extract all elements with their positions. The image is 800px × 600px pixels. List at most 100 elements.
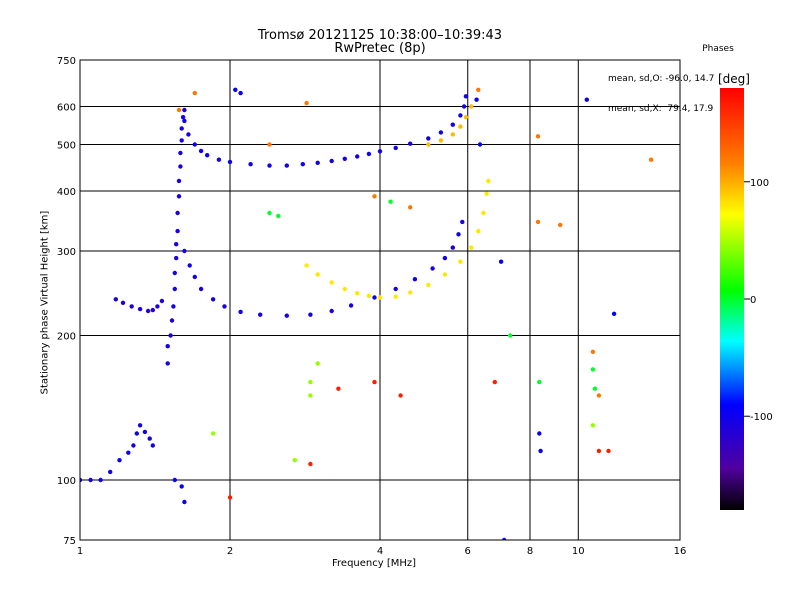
data-point [137,306,143,312]
data-point [469,104,474,109]
data-point [267,210,272,216]
data-point [426,136,431,141]
data-point [129,304,134,309]
data-point [172,286,177,292]
chart-title: Tromsø 20121125 10:38:00–10:39:43 [257,28,503,43]
phases-legend: Phases mean, sd,O: -96.0, 14.7 mean, sd,… [608,24,798,124]
data-point [606,448,611,454]
data-point [315,361,320,366]
data-point [458,124,463,129]
data-point [458,113,463,118]
data-point [476,87,481,93]
data-point [426,142,431,147]
data-point [284,163,289,168]
data-point [596,448,602,454]
data-point [300,162,305,167]
data-point [342,156,347,161]
data-point [126,450,131,455]
data-point [150,307,155,313]
data-point [174,255,179,261]
data-point [227,495,233,500]
data-point [210,297,216,302]
x-tick-label: 10 [572,546,585,557]
data-point [502,537,507,540]
data-point [178,150,183,156]
data-point [88,477,93,483]
data-points [80,87,654,540]
chart-subtitle: RwPretec (8p) [334,41,426,56]
data-point [438,138,444,143]
data-point [408,141,413,146]
colorbar-tick-label: 100 [750,178,769,189]
data-point [484,191,489,196]
y-tick-label: 200 [57,332,76,343]
data-point [308,379,313,385]
data-point [210,431,216,436]
data-point [329,158,334,164]
data-point [117,458,122,463]
data-point [182,248,187,254]
data-point [393,145,398,151]
data-point [155,304,160,309]
data-point [408,290,413,295]
data-point [481,210,486,216]
data-point [469,245,474,250]
data-point [398,393,403,398]
data-point [474,97,479,102]
data-point [182,499,187,505]
phases-o-mode: mean, sd,O: -96.0, 14.7 [608,74,715,84]
x-tick-label: 1 [77,546,83,557]
data-point [611,311,617,316]
data-point [187,263,192,268]
data-point [192,274,197,280]
data-point [113,297,119,302]
data-point [168,333,173,338]
data-point [131,443,136,448]
data-point [461,104,467,109]
data-point [558,222,563,228]
data-point [476,228,481,234]
data-point [535,219,541,225]
data-point [590,423,596,428]
data-point [198,148,204,154]
data-point [537,431,542,436]
data-point [377,295,383,300]
data-point [329,280,334,285]
y-tick-label: 750 [57,56,76,67]
data-point [308,461,313,467]
data-point [165,344,170,349]
data-point [366,151,372,157]
data-point [192,142,197,147]
data-point [174,242,179,247]
data-point [458,259,463,264]
data-point [179,138,184,143]
data-point [535,134,541,139]
data-point [492,379,497,385]
data-point [304,100,309,106]
data-point [508,333,513,338]
y-tick-label: 500 [57,141,76,152]
data-point [463,115,469,120]
data-point [590,367,596,372]
data-point [172,270,177,276]
data-point [348,303,354,308]
data-point [98,477,103,483]
grid-lines [80,60,680,540]
data-point [179,484,184,489]
data-point [477,142,483,147]
data-point [315,272,320,277]
data-point [238,90,243,96]
data-point [442,255,448,261]
data-point [182,107,187,113]
data-point [442,272,448,277]
data-point [372,194,377,199]
y-tick-label: 400 [57,187,76,198]
colorbar-tick-label: -100 [750,412,773,423]
data-point [450,122,455,127]
data-point [182,118,187,124]
data-point [460,219,465,225]
phases-x-mode: mean, sd,X: 79.4, 17.9 [608,104,714,114]
data-point [178,164,183,169]
data-point [372,379,377,385]
data-point [393,286,398,292]
